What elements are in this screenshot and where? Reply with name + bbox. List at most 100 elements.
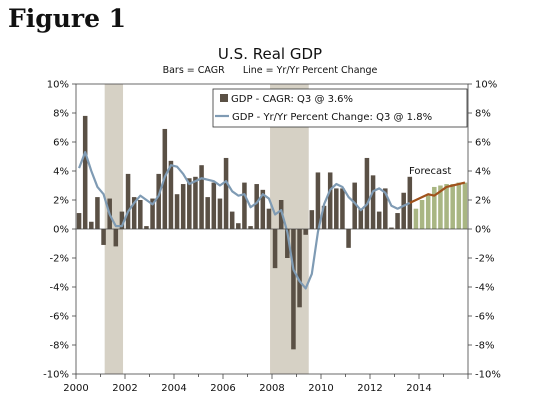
y-tick-label-left: 8%: [53, 109, 69, 120]
x-tick-label: 2002: [112, 383, 137, 394]
y-tick-label-left: 6%: [53, 138, 69, 149]
cagr-bar-2013.25: [401, 192, 406, 229]
cagr-bar-2008.75: [291, 229, 296, 350]
y-tick-label-right: -8%: [475, 341, 494, 352]
cagr-bar-2004.25: [180, 184, 186, 229]
y-tick-label-left: -8%: [50, 341, 69, 352]
y-tick-label-left: 0%: [53, 225, 69, 236]
chart-title: U.S. Real GDP: [218, 45, 322, 63]
y-tick-label-right: 0%: [475, 225, 491, 236]
y-tick-label-right: 2%: [475, 196, 491, 207]
y-tick-label-right: -2%: [475, 254, 494, 265]
cagr-bar-2004.5: [187, 178, 192, 229]
cagr-bar-2002.5: [138, 200, 143, 229]
cagr-bar-2008.25: [278, 200, 284, 229]
cagr-bar-2002: [125, 173, 131, 229]
y-tick-label-left: 10%: [47, 80, 69, 91]
legend-box: [212, 88, 468, 128]
cagr-bar-2003: [150, 198, 155, 229]
y-tick-label-left: -4%: [50, 283, 69, 294]
cagr-bar-2011.25: [352, 182, 357, 229]
cagr-bar-2012: [370, 175, 376, 229]
cagr-bar-2003.25: [156, 173, 161, 229]
cagr-bar-2001.5: [113, 229, 119, 247]
cagr-bar-2004.75: [193, 176, 198, 229]
cagr-bar-2011.5: [358, 208, 364, 229]
chart-subtitle: Bars = CAGR Line = Yr/Yr Percent Change: [163, 65, 378, 76]
y-tick-label-right: 10%: [475, 80, 497, 91]
cagr-bar-2007: [248, 226, 253, 229]
cagr-bar-2000: [76, 213, 82, 229]
cagr-bar-2004: [174, 194, 180, 229]
forecast-bar-2014.75: [438, 185, 443, 229]
forecast-bar-2015.5: [456, 182, 462, 229]
cagr-bar-2013: [395, 213, 400, 229]
cagr-bar-2001.75: [119, 211, 125, 229]
forecast-annotation: Forecast: [409, 166, 451, 177]
cagr-bar-2005.5: [211, 182, 217, 229]
legend-swatch-bars: [220, 94, 228, 102]
cagr-bar-2009.75: [315, 172, 321, 229]
cagr-bar-2009.25: [303, 229, 308, 235]
cagr-bar-2005: [199, 165, 204, 229]
x-tick-label: 2008: [259, 383, 284, 394]
cagr-bar-2010.75: [340, 188, 345, 229]
cagr-bar-2006: [223, 157, 229, 229]
cagr-bar-2000.25: [82, 115, 88, 229]
y-tick-label-right: -6%: [475, 312, 494, 323]
y-tick-label-left: -10%: [43, 370, 69, 381]
cagr-bar-2006.5: [236, 223, 241, 229]
legend-label-bars: GDP - CAGR: Q3 @ 3.6%: [231, 94, 353, 105]
y-tick-label-right: 4%: [475, 167, 491, 178]
cagr-bar-2006.25: [229, 211, 235, 229]
x-tick-label: 2006: [210, 383, 235, 394]
figure-label: Figure 1: [8, 4, 127, 33]
cagr-bar-2001: [101, 229, 106, 245]
yoy-line: [78, 151, 411, 290]
y-tick-label-left: 2%: [53, 196, 69, 207]
cagr-bar-2000.75: [95, 197, 100, 229]
cagr-bar-2007.75: [266, 208, 272, 229]
axes: -10% -10% -8% -8% -6% -6% -4% -4% -2% -2% 0% 0% 2% 2%…: [43, 80, 501, 395]
legend: GDP - CAGR: Q3 @ 3.6% GDP - Yr/Yr Percen…: [212, 88, 468, 128]
cagr-bar-2005.25: [205, 197, 210, 229]
x-tick-label: 2000: [63, 383, 88, 394]
line-series: [78, 151, 466, 290]
cagr-bar-2009.5: [309, 210, 315, 229]
y-tick-label-left: 4%: [53, 167, 69, 178]
cagr-bar-2000.5: [89, 221, 94, 229]
x-tick-label: 2012: [357, 383, 382, 394]
y-tick-label-right: -4%: [475, 283, 494, 294]
cagr-bar-2012.75: [389, 227, 394, 229]
forecast-bar-2015.75: [462, 182, 468, 229]
cagr-bar-2012.25: [376, 211, 382, 229]
cagr-bar-2003.75: [168, 160, 174, 229]
y-tick-label-left: -2%: [50, 254, 69, 265]
y-tick-label-right: -10%: [475, 370, 501, 381]
cagr-bar-2006.75: [242, 182, 247, 229]
cagr-bar-2005.75: [217, 198, 223, 229]
forecast-bar-2015.25: [450, 184, 455, 229]
cagr-bar-2009: [297, 229, 302, 308]
x-tick-label: 2010: [308, 383, 333, 394]
forecast-bar-2013.75: [413, 208, 419, 229]
cagr-bar-2002.75: [144, 226, 149, 229]
y-tick-label-right: 8%: [475, 109, 491, 120]
cagr-bar-2002.25: [131, 197, 137, 229]
x-tick-label: 2004: [161, 383, 186, 394]
cagr-bar-2007.5: [260, 189, 266, 229]
forecast-bar-2014: [419, 200, 425, 229]
forecast-bar-2015: [444, 184, 449, 229]
y-tick-label-left: -6%: [50, 312, 69, 323]
cagr-bar-2010.25: [327, 172, 333, 229]
cagr-bar-2012.5: [383, 188, 388, 229]
cagr-bar-2010: [321, 205, 327, 229]
y-tick-label-right: 6%: [475, 138, 491, 149]
forecast-bar-2014.25: [425, 194, 431, 229]
cagr-bar-2008: [272, 229, 278, 269]
cagr-bar-2011: [346, 229, 351, 248]
x-tick-label: 2014: [406, 383, 431, 394]
forecast-bar-2014.5: [432, 186, 437, 229]
cagr-bar-2010.5: [334, 188, 339, 229]
